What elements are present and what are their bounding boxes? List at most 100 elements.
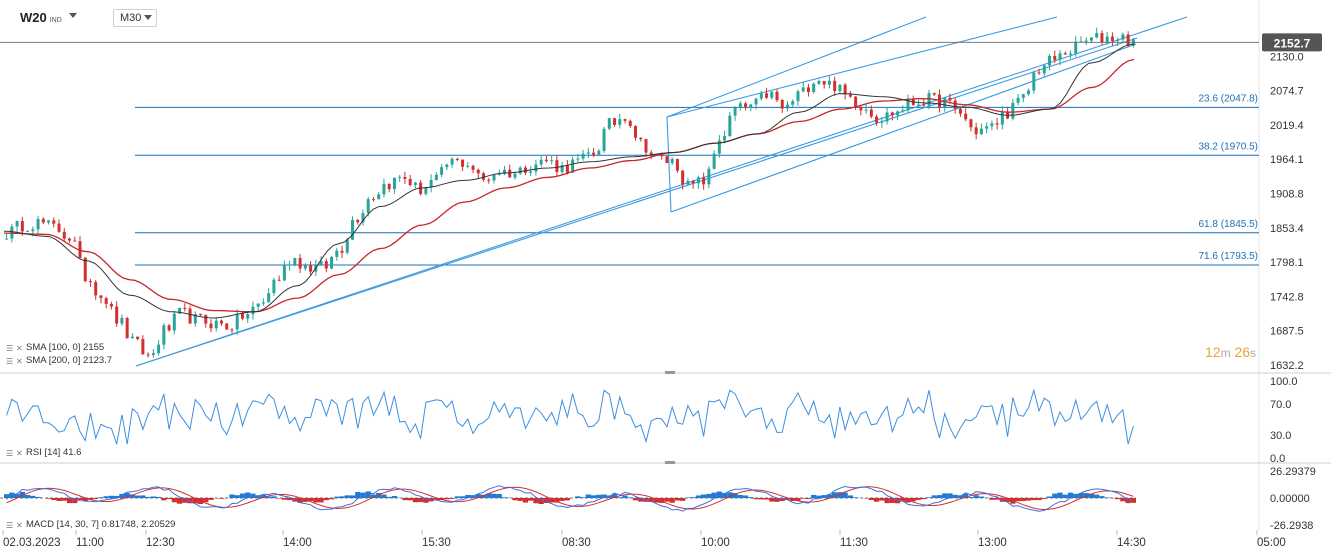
macd-histogram-bar [465,494,471,498]
price-y-axis: 2130.0 2074.7 2019.4 1964.1 1908.8 1853.4 1798… [1270,51,1304,372]
macd-histogram-bar [72,498,78,504]
candle-body [1063,53,1067,55]
candle-body [875,116,879,123]
macd-histogram-bar [517,498,523,501]
indicator-legend-sma200[interactable]: ☰ ✕ SMA [200, 0] 2123.7 [6,355,112,366]
macd-histogram-bar [1036,498,1042,501]
candle-body [382,183,386,195]
macd-histogram-bar [753,498,759,500]
macd-histogram-bar [339,496,345,498]
macd-histogram-bar [208,498,214,500]
macd-histogram-bar [559,498,565,501]
symbol-dropdown-chevron-icon[interactable] [69,13,77,18]
macd-histogram-bar [522,498,529,503]
candle-body [733,107,737,116]
timeframe-selector[interactable]: M30 [113,9,157,27]
candle-body [36,218,40,230]
macd-histogram-bar [1094,494,1100,498]
candle-body [1048,55,1052,66]
macd-histogram-bar [533,498,539,504]
candle-body [88,281,92,283]
macd-histogram-bar [638,498,644,502]
macd-histogram-bar [695,495,702,498]
macd-histogram-bar [900,498,906,502]
macd-histogram-bar [486,493,492,498]
macd-histogram-bar [1067,492,1074,498]
symbol-selector[interactable]: W20 IND [20,10,62,25]
settings-icon[interactable]: ☰ [6,344,14,353]
macd-histogram-bar [381,494,387,498]
candle-body [104,298,108,304]
macd-histogram-bar [727,492,733,498]
macd-histogram-bar [501,497,508,498]
macd-histogram-bar [732,493,738,498]
candle-body [115,306,119,324]
candle-body [623,119,627,121]
timeframe-chevron-down-icon[interactable] [144,15,152,20]
macd-histogram-bar [826,494,833,498]
macd-histogram-bar [963,493,969,498]
candle-body [597,150,601,155]
macd-histogram-bar [418,498,424,503]
settings-icon[interactable]: ☰ [6,521,14,530]
macd-histogram-bar [93,498,99,499]
close-icon[interactable]: ✕ [16,449,23,458]
panel-resize-handle[interactable] [665,371,675,374]
candle-body [146,354,150,356]
candle-body [120,317,124,324]
candle-body [1089,37,1093,41]
settings-icon[interactable]: ☰ [6,357,14,366]
macd-histogram-bar [150,496,156,498]
macd-histogram-bar [978,496,985,498]
macd-histogram-bar [538,498,544,505]
time-x-axis: 02.03.2023 11:00 12:30 14:00 15:30 08:30 10:00… [2,530,1286,549]
close-icon[interactable]: ✕ [16,521,23,530]
candle-body [969,119,973,128]
candle-body [256,303,260,307]
macd-signal-line [6,486,1134,511]
indicator-legend-rsi[interactable]: ☰ ✕ RSI [14] 41.6 [6,447,81,458]
candle-body [403,176,407,179]
candle-body [471,165,475,170]
candle-body [649,152,653,155]
candle-body [979,128,983,135]
settings-icon[interactable]: ☰ [6,449,14,458]
candle-body [434,174,438,180]
macd-histogram-bar [1062,494,1068,498]
close-icon[interactable]: ✕ [16,344,23,353]
macd-histogram-bar [564,498,570,501]
macd-histogram-bar [853,497,859,498]
candle-body [125,317,129,339]
symbol-suffix: IND [49,17,62,24]
macd-histogram-bar [24,494,31,498]
macd-histogram-bar [748,497,754,498]
price-axis-tick-label: 2019.4 [1270,120,1304,132]
candle-body [267,293,271,303]
candle-body [1037,72,1041,74]
candle-body [990,123,994,127]
macd-histogram-bar [1020,498,1026,501]
indicator-legend-macd[interactable]: ☰ ✕ MACD [14, 30, 7] 0.81748, 2.20529 [6,519,175,530]
macd-histogram-bar [108,495,115,498]
candle-body [1074,41,1078,54]
macd-histogram-bar [444,498,450,500]
macd-histogram-bar [386,496,392,498]
candle-body [246,314,250,319]
current-price-label: 2152.7 [1274,36,1311,50]
macd-histogram-bar [664,498,670,502]
panel-resize-handle[interactable] [665,461,675,464]
candle-body [759,93,763,99]
close-icon[interactable]: ✕ [16,357,23,366]
indicator-legend-sma100[interactable]: ☰ ✕ SMA [100, 0] 2155 [6,342,104,353]
candle-body [288,264,292,266]
macd-histogram-bar [1120,498,1126,502]
candle-body [167,325,171,331]
candle-body [592,152,596,155]
candle-body [770,91,774,98]
candle-body [214,320,218,329]
trend-channel-line [135,16,1188,367]
macd-histogram-bar [370,494,377,498]
candle-body [209,323,213,329]
macd-histogram-bar [763,498,770,500]
